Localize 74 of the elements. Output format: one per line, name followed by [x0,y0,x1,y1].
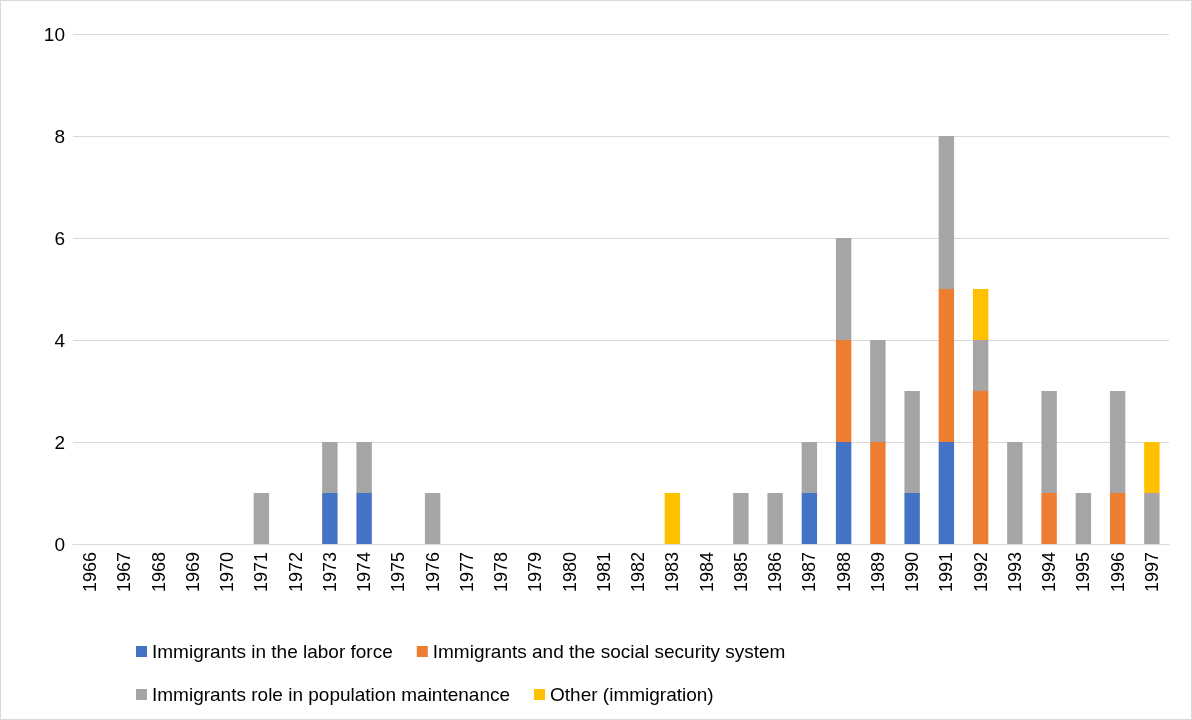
bar [801,493,818,544]
bar [972,340,989,391]
x-tick-label: 1994 [1039,552,1060,593]
y-tick-label: 0 [54,533,65,555]
bar [938,136,955,289]
bar [835,340,852,442]
x-tick-label: 1990 [902,552,923,593]
x-tick-label: 1976 [422,552,443,593]
bar [938,442,955,544]
bar [1075,493,1092,544]
x-tick-label: 1978 [491,552,512,593]
legend-label: Immigrants role in population maintenance [152,684,511,705]
x-tick-label: 1991 [936,552,957,593]
legend-label: Immigrants and the social security system [432,641,786,662]
bar [904,391,920,493]
bar [253,493,270,544]
x-tick-label: 1996 [1107,552,1128,593]
bar [1041,391,1057,493]
x-tick-label: 1970 [217,552,238,593]
x-tick-label: 1989 [867,552,888,593]
bar [1041,493,1057,544]
bar [424,493,441,544]
bar [870,340,886,442]
x-tick-label: 1982 [628,552,649,593]
x-tick-label: 1966 [80,552,101,593]
legend-label: Other (immigration) [550,684,714,705]
bar [972,391,989,544]
x-tick-label: 1971 [251,552,272,593]
x-tick-label: 1979 [525,552,546,593]
bar [767,493,783,544]
bar [1109,493,1126,544]
bar [664,493,681,544]
x-tick-label: 1984 [696,552,717,593]
x-tick-label: 1968 [148,552,169,593]
bar [356,493,372,544]
bar [972,289,989,340]
x-tick-label: 1985 [730,552,751,593]
x-tick-label: 1975 [388,552,409,593]
bar [1144,442,1160,493]
x-tick-label: 1988 [833,552,854,593]
bar [356,442,372,493]
bar [322,493,338,544]
y-tick-label: 10 [43,23,65,45]
bar [322,442,338,493]
x-tick-label: 1972 [285,552,306,593]
bar [870,442,886,544]
x-tick-label: 1977 [456,552,477,593]
x-tick-label: 1986 [765,552,786,593]
bar [1144,493,1160,544]
x-tick-label: 1997 [1141,552,1162,593]
bar [904,493,920,544]
x-tick-label: 1974 [354,552,375,593]
bar [801,442,818,493]
bar [835,442,852,544]
x-tick-label: 1992 [970,552,991,593]
x-tick-label: 1987 [799,552,820,593]
x-tick-label: 1980 [559,552,580,593]
x-tick-label: 1983 [662,552,683,593]
bar [938,289,955,442]
bar [835,238,852,340]
y-tick-label: 6 [54,227,65,249]
legend-label: Immigrants in the labor force [152,641,393,662]
bar [733,493,749,544]
y-tick-label: 8 [54,125,65,147]
bar [1109,391,1126,493]
y-tick-label: 4 [54,329,66,351]
x-tick-label: 1981 [593,552,614,593]
bar [1007,442,1023,544]
y-tick-label: 2 [54,431,65,453]
x-tick-label: 1969 [182,552,203,593]
x-tick-label: 1993 [1004,552,1025,593]
x-tick-label: 1995 [1073,552,1094,593]
x-tick-label: 1973 [319,552,340,593]
x-tick-label: 1967 [114,552,135,593]
